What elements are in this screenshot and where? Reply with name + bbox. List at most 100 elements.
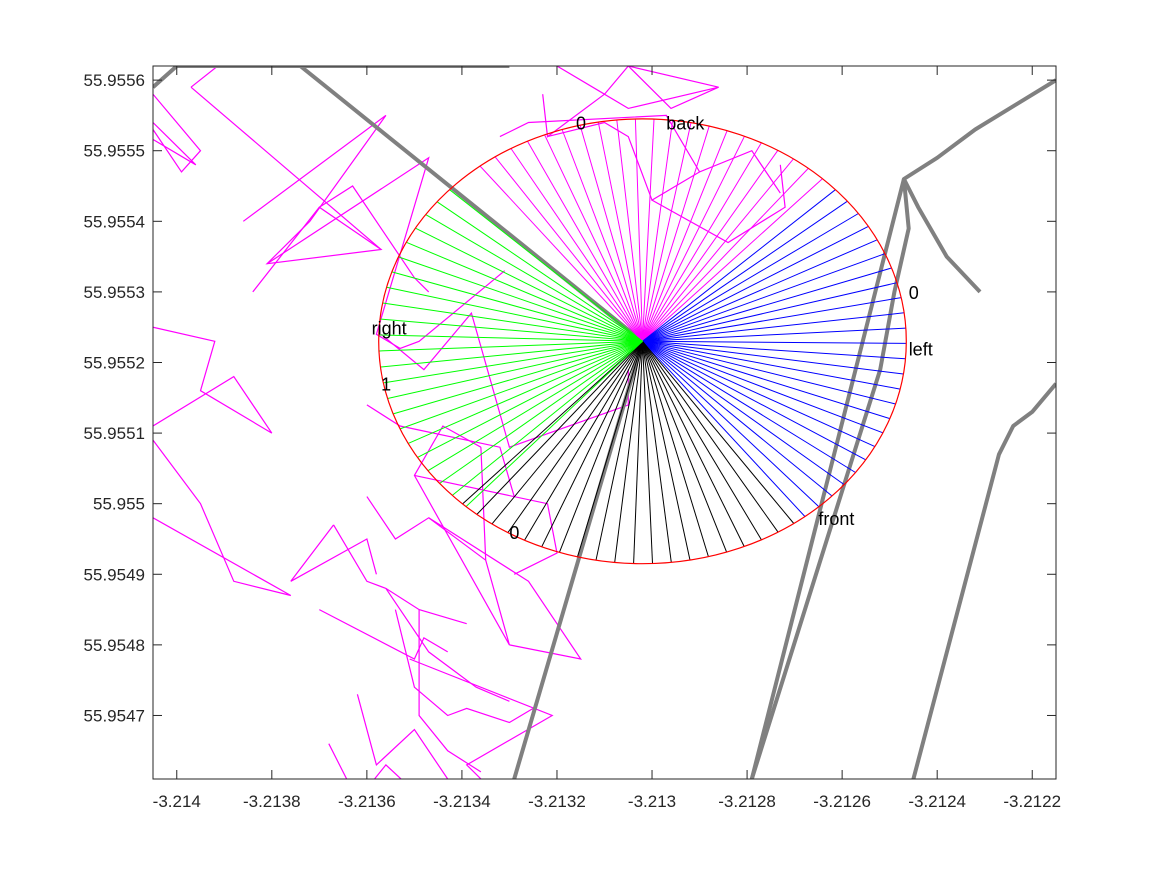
ray-left-9 bbox=[642, 340, 896, 405]
ray-right-17 bbox=[408, 340, 643, 444]
ray-left-5 bbox=[642, 340, 866, 461]
ray-back-11 bbox=[634, 118, 643, 342]
ray-front-3 bbox=[507, 341, 643, 533]
building-outline-2 bbox=[190, 66, 219, 88]
ray-right-10 bbox=[378, 334, 643, 342]
sector-back bbox=[479, 118, 823, 342]
ray-left-3 bbox=[642, 340, 845, 486]
ray-right-1 bbox=[436, 201, 643, 342]
road-line-2 bbox=[512, 340, 645, 779]
range-circle-layer bbox=[378, 118, 907, 565]
building-outline-26 bbox=[499, 114, 781, 194]
building-outline-18 bbox=[328, 743, 402, 779]
ray-left-1 bbox=[642, 340, 820, 508]
ray-front-7 bbox=[577, 341, 643, 557]
ray-left-12 bbox=[642, 340, 906, 360]
ray-back-9 bbox=[642, 120, 674, 342]
annotation-right-6: right bbox=[372, 318, 407, 338]
ray-front-10 bbox=[633, 341, 643, 564]
annotation-0-5: 0 bbox=[509, 523, 519, 543]
ray-left-15 bbox=[642, 312, 905, 342]
building-outline-24 bbox=[542, 66, 719, 138]
ray-right-15 bbox=[393, 340, 643, 415]
ray-front-13 bbox=[642, 341, 691, 561]
ray-back-5 bbox=[642, 135, 745, 342]
ray-back-17 bbox=[527, 140, 643, 342]
building-outline-19 bbox=[409, 658, 554, 779]
ray-right-8 bbox=[382, 302, 643, 342]
ray-front-1 bbox=[476, 340, 643, 515]
ray-back-4 bbox=[642, 142, 762, 342]
road-line-6 bbox=[911, 382, 1056, 779]
ray-right-4 bbox=[406, 241, 643, 342]
ray-front-19 bbox=[642, 340, 795, 524]
ray-front-2 bbox=[491, 340, 643, 525]
ray-left-10 bbox=[642, 340, 901, 390]
ray-right-0 bbox=[449, 189, 643, 342]
ray-left-23 bbox=[642, 200, 848, 342]
buildings-layer bbox=[153, 66, 786, 779]
ray-back-8 bbox=[642, 122, 692, 342]
ray-left-2 bbox=[642, 340, 833, 497]
axes: -3.214 -3.2138 -3.2136 -3.2134 -3.2132 -3.213… bbox=[84, 65, 1061, 811]
ray-back-1 bbox=[642, 168, 809, 342]
ray-front-8 bbox=[595, 341, 643, 561]
road-line-3 bbox=[749, 78, 1056, 779]
ray-left-13 bbox=[642, 340, 907, 344]
road-line-1 bbox=[299, 66, 644, 343]
ray-left-22 bbox=[642, 213, 859, 342]
ray-front-4 bbox=[524, 341, 643, 541]
x-tick-label: -3.2122 bbox=[1003, 792, 1061, 811]
ray-right-21 bbox=[451, 340, 643, 496]
building-outline-6 bbox=[318, 185, 430, 293]
building-outline-14 bbox=[428, 517, 583, 660]
road-line-5 bbox=[902, 178, 982, 294]
ray-left-7 bbox=[642, 340, 884, 434]
ray-back-7 bbox=[642, 126, 710, 342]
x-tick-label: -3.2134 bbox=[433, 792, 491, 811]
annotation-0-2: 0 bbox=[909, 283, 919, 303]
y-tick-label: 55.9549 bbox=[84, 565, 145, 584]
ray-front-15 bbox=[642, 341, 728, 553]
ray-back-13 bbox=[597, 122, 643, 342]
ray-front-12 bbox=[642, 341, 672, 563]
ray-front-16 bbox=[642, 341, 745, 547]
ray-left-20 bbox=[642, 239, 878, 342]
range-circle bbox=[378, 118, 907, 565]
building-outline-28 bbox=[547, 121, 653, 201]
building-outline-11 bbox=[366, 404, 515, 497]
ray-left-0 bbox=[642, 340, 806, 517]
ray-right-6 bbox=[391, 271, 643, 342]
ray-left-24 bbox=[642, 189, 836, 342]
ray-back-16 bbox=[544, 134, 643, 342]
building-outline-4 bbox=[266, 156, 506, 350]
building-outline-27 bbox=[650, 164, 786, 244]
building-outline-8 bbox=[153, 439, 292, 597]
building-outline-12 bbox=[414, 474, 558, 575]
road-line-4 bbox=[749, 178, 911, 779]
y-tick-label: 55.9553 bbox=[84, 283, 145, 302]
ray-left-6 bbox=[642, 340, 876, 448]
ray-right-14 bbox=[387, 340, 643, 399]
y-tick-label: 55.9547 bbox=[84, 706, 145, 725]
sector-front bbox=[462, 340, 795, 564]
annotation-left-3: left bbox=[909, 339, 933, 359]
building-outline-17 bbox=[356, 694, 449, 779]
ray-right-7 bbox=[386, 286, 643, 342]
plot-area bbox=[153, 66, 1056, 779]
ray-front-11 bbox=[642, 341, 653, 564]
ray-left-18 bbox=[642, 267, 892, 342]
ray-back-6 bbox=[642, 130, 728, 342]
y-tick-label: 55.9552 bbox=[84, 353, 145, 372]
ray-front-9 bbox=[614, 341, 643, 563]
building-outline-1 bbox=[153, 93, 202, 173]
ray-back-0 bbox=[642, 178, 823, 342]
ray-right-2 bbox=[425, 214, 643, 342]
x-tick-label: -3.2124 bbox=[908, 792, 966, 811]
ray-front-18 bbox=[642, 341, 779, 533]
x-tick-label: -3.2126 bbox=[813, 792, 871, 811]
y-tick-label: 55.9551 bbox=[84, 424, 145, 443]
y-tick-label: 55.9555 bbox=[84, 142, 145, 161]
annotation-1-7: 1 bbox=[381, 375, 391, 395]
